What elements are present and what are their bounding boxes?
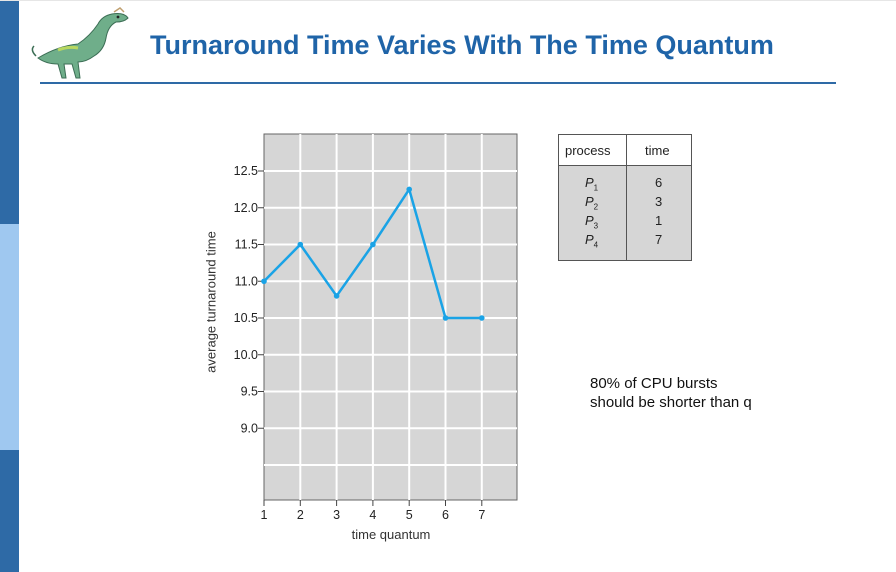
dinosaur-logo-icon bbox=[31, 7, 129, 79]
y-tick-label: 11.0 bbox=[235, 274, 258, 288]
process-cell: P2 bbox=[585, 194, 599, 212]
data-point bbox=[442, 315, 449, 321]
time-cell: 6 bbox=[655, 175, 663, 190]
sidebar-band-middle bbox=[0, 224, 19, 450]
sidebar-band-bottom bbox=[0, 450, 19, 572]
y-tick-label: 9.0 bbox=[241, 421, 258, 435]
header-time: time bbox=[645, 143, 670, 158]
note-line-2: should be shorter than q bbox=[590, 394, 752, 411]
y-axis-label: average turnaround time bbox=[203, 231, 219, 373]
x-axis-label: time quantum bbox=[351, 527, 431, 542]
x-tick-label: 6 bbox=[442, 508, 449, 522]
time-cell: 1 bbox=[655, 213, 663, 228]
time-cell: 3 bbox=[655, 194, 663, 209]
y-axis-ticks: 12.5 12.0 11.5 11.0 10.5 10.0 9.5 9.0 bbox=[234, 164, 264, 435]
header-process: process bbox=[565, 143, 611, 158]
x-tick-label: 7 bbox=[478, 508, 485, 522]
y-tick-label: 12.5 bbox=[234, 164, 258, 178]
x-tick-label: 5 bbox=[406, 508, 413, 522]
data-point bbox=[297, 241, 304, 248]
y-tick-label: 12.0 bbox=[234, 201, 258, 215]
y-tick-label: 9.5 bbox=[241, 385, 258, 399]
time-cell: 7 bbox=[655, 232, 663, 247]
process-table: process time P1 P2 P3 P4 6 3 1 7 bbox=[558, 134, 692, 261]
data-point bbox=[406, 186, 413, 193]
x-axis-ticks: 1 2 3 4 5 6 7 bbox=[261, 500, 485, 522]
table-header-row bbox=[559, 135, 691, 166]
data-point bbox=[479, 315, 485, 321]
title-underline bbox=[40, 82, 836, 84]
series-points bbox=[261, 186, 485, 321]
page-title: Turnaround Time Varies With The Time Qua… bbox=[150, 30, 774, 60]
y-tick-label: 10.5 bbox=[234, 311, 258, 325]
top-border bbox=[0, 0, 896, 1]
sidebar-band-top bbox=[0, 0, 19, 224]
x-tick-label: 4 bbox=[369, 508, 376, 522]
x-tick-label: 3 bbox=[333, 508, 340, 522]
y-tick-label: 10.0 bbox=[234, 348, 258, 362]
x-tick-label: 2 bbox=[297, 508, 304, 522]
data-point bbox=[333, 293, 340, 299]
cpu-burst-note: 80% of CPU bursts should be shorter than… bbox=[590, 374, 820, 412]
data-point bbox=[261, 278, 267, 285]
process-cell: P3 bbox=[585, 213, 599, 231]
note-line-1: 80% of CPU bursts bbox=[590, 375, 718, 392]
x-tick-label: 1 bbox=[261, 508, 268, 522]
table-column-divider bbox=[626, 135, 627, 260]
process-cell: P4 bbox=[585, 232, 599, 250]
data-point bbox=[370, 241, 376, 248]
process-cell: P1 bbox=[585, 175, 599, 193]
y-tick-label: 11.5 bbox=[235, 238, 258, 252]
